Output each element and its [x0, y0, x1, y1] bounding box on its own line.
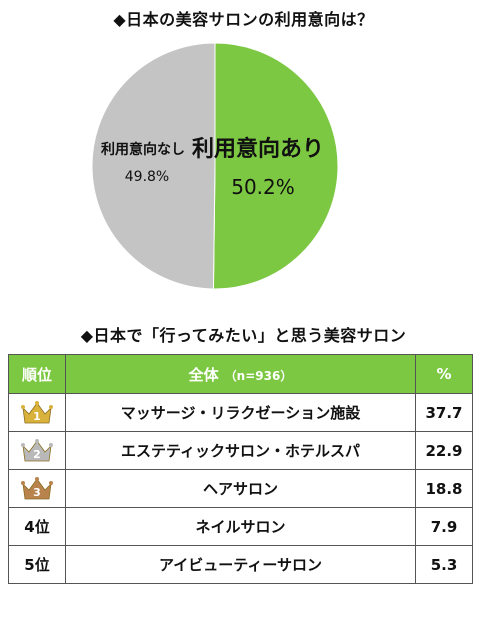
table-body: 1 マッサージ・リラクゼーション施設 37.7 2 エステティックサロン・ホテルス…	[8, 393, 473, 584]
table-row: 5位 アイビューティーサロン 5.3	[8, 545, 473, 584]
svg-text:3: 3	[33, 486, 41, 499]
salon-name-cell: アイビューティーサロン	[65, 545, 416, 584]
percent-cell: 7.9	[415, 507, 473, 546]
salon-name-cell: マッサージ・リラクゼーション施設	[65, 393, 416, 432]
rank-label: 5位	[24, 556, 50, 574]
percent-cell: 37.7	[415, 393, 473, 432]
rank-cell: 1	[8, 393, 66, 432]
pie-label-2: 利用意向なし	[101, 141, 185, 158]
pie-chart-title: ◆日本の美容サロンの利用意向は？	[113, 10, 374, 29]
percent-cell: 18.8	[415, 469, 473, 508]
crown-icon: 1	[21, 400, 53, 423]
rank-cell: 2	[8, 431, 66, 470]
table-title: ◆日本で「行ってみたい」と思う美容サロン	[80, 326, 407, 345]
crown-icon: 3	[21, 476, 53, 499]
ranking-table: 順位 全体 （n=936） % 1 マッサージ・リラクゼーション施設 37.7 2 …	[8, 354, 473, 584]
pie-value-2: 49.8%	[125, 169, 169, 185]
rank-cell: 5位	[8, 545, 66, 584]
percent-cell: 5.3	[415, 545, 473, 584]
percent-cell: 22.9	[415, 431, 473, 470]
header-pct: %	[415, 354, 473, 394]
pie-value-1: 50.2%	[231, 175, 295, 199]
pie-chart: 利用意向あり 50.2% 利用意向なし 49.8%	[85, 36, 345, 296]
rank-cell: 3	[8, 469, 66, 508]
rank-cell: 4位	[8, 507, 66, 546]
table-row: 3 ヘアサロン 18.8	[8, 469, 473, 508]
pie-label-1: 利用意向あり	[192, 136, 324, 162]
table-row: 2 エステティックサロン・ホテルスパ 22.9	[8, 431, 473, 470]
svg-text:1: 1	[33, 410, 41, 423]
pie-slice-2	[91, 42, 216, 290]
pie-chart-svg: 利用意向あり 50.2% 利用意向なし 49.8%	[91, 42, 339, 290]
table-row: 1 マッサージ・リラクゼーション施設 37.7	[8, 393, 473, 432]
header-name-label: 全体	[188, 365, 219, 384]
pie-slice-1	[212, 42, 339, 290]
header-name: 全体 （n=936）	[65, 354, 416, 394]
salon-name-cell: ヘアサロン	[65, 469, 416, 508]
salon-name-cell: ネイルサロン	[65, 507, 416, 546]
header-rank: 順位	[8, 354, 66, 394]
table-row: 4位 ネイルサロン 7.9	[8, 507, 473, 546]
table-header-row: 順位 全体 （n=936） %	[8, 354, 473, 394]
svg-text:2: 2	[33, 448, 41, 461]
salon-name-cell: エステティックサロン・ホテルスパ	[65, 431, 416, 470]
header-name-sub: （n=936）	[224, 368, 293, 383]
rank-label: 4位	[24, 518, 50, 536]
crown-icon: 2	[21, 438, 53, 461]
